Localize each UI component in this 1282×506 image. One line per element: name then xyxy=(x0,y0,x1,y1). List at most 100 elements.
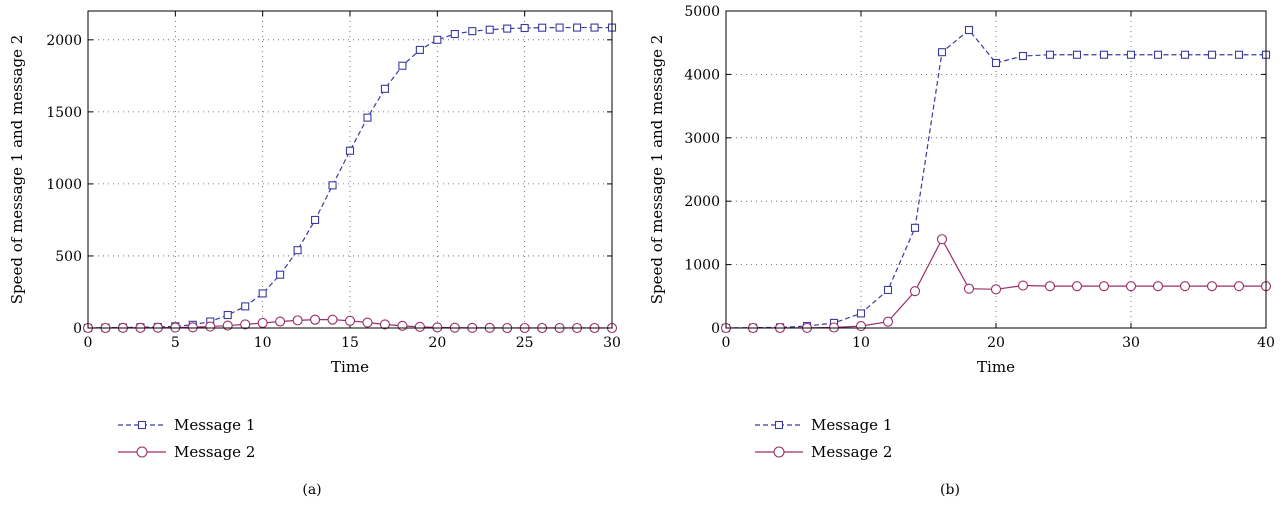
data-point-square xyxy=(538,23,547,32)
data-point-square xyxy=(590,23,599,32)
chart-panel-b: 0 10 20 30 40 0 1000 2000 3000 4000 5000 Time Speed … xyxy=(648,4,1275,498)
data-point-square xyxy=(1099,50,1109,59)
data-point-circle xyxy=(855,321,867,332)
data-point-circle xyxy=(275,316,286,327)
chart-panel-a: 0 5 10 15 20 25 30 0 500 1000 1500 2000 Time Speed of… xyxy=(8,10,621,498)
data-point-circle xyxy=(990,284,1002,295)
data-point-square xyxy=(1045,50,1055,59)
x-tick-label: 5 xyxy=(171,335,180,351)
plot-frame xyxy=(725,10,1267,329)
data-point-square xyxy=(311,215,320,224)
data-point-square xyxy=(1153,50,1163,59)
series-line-1 xyxy=(88,26,612,328)
data-point-circle xyxy=(1071,281,1083,292)
data-point-square xyxy=(520,23,529,33)
data-point-circle xyxy=(1044,281,1056,292)
data-point-circle xyxy=(310,314,321,325)
data-point-square xyxy=(555,23,564,32)
x-tick-label: 20 xyxy=(428,335,446,351)
y-tick-label: 1000 xyxy=(46,177,82,193)
y-axis-label: Speed of message 1 and message 2 xyxy=(648,35,666,305)
data-point-square xyxy=(991,58,1001,68)
legend-marker-square xyxy=(137,420,147,430)
data-point-circle xyxy=(1017,280,1029,291)
data-point-square xyxy=(363,113,372,122)
legend-marker-square xyxy=(774,420,784,430)
data-point-square xyxy=(1018,51,1028,61)
data-point-square xyxy=(485,25,494,34)
y-tick-label: 4000 xyxy=(684,67,720,83)
y-axis-label: Speed of message 1 and message 2 xyxy=(8,35,26,305)
data-point-square xyxy=(223,310,232,320)
data-point-circle xyxy=(963,283,975,294)
data-point-square xyxy=(856,309,866,318)
data-point-square xyxy=(433,35,442,44)
data-point-square xyxy=(1180,50,1190,59)
data-point-circle xyxy=(222,320,233,331)
data-point-square xyxy=(241,302,250,311)
y-tick-label: 2000 xyxy=(684,194,720,210)
data-point-circle xyxy=(936,234,948,245)
data-point-circle xyxy=(1098,281,1110,292)
panel-caption: (b) xyxy=(940,482,960,498)
data-point-circle xyxy=(432,322,443,333)
data-point-square xyxy=(276,270,285,279)
x-tick-label: 0 xyxy=(722,335,731,351)
data-point-square xyxy=(937,48,947,57)
data-point-circle xyxy=(1179,281,1191,292)
data-point-square xyxy=(415,45,424,54)
data-point-circle xyxy=(909,286,921,297)
y-tick-label: 5000 xyxy=(684,4,720,20)
data-point-square xyxy=(883,285,893,295)
data-point-square xyxy=(573,23,582,32)
y-tick-label: 2000 xyxy=(46,33,82,49)
legend-label-2: Message 2 xyxy=(811,443,892,461)
data-point-circle xyxy=(344,315,356,326)
data-point-square xyxy=(380,84,389,93)
x-tick-label: 10 xyxy=(254,335,272,351)
data-point-circle xyxy=(292,315,303,326)
data-point-circle xyxy=(1206,281,1218,292)
data-point-square xyxy=(964,25,974,35)
data-point-circle xyxy=(327,314,338,325)
panel-caption: (a) xyxy=(302,482,321,498)
x-tick-label: 20 xyxy=(987,335,1005,351)
x-axis-label: Time xyxy=(331,358,369,376)
legend-marker-circle xyxy=(136,446,148,458)
y-tick-label: 0 xyxy=(711,321,720,337)
data-point-circle xyxy=(882,316,894,327)
data-point-circle xyxy=(205,321,216,332)
data-point-circle xyxy=(1152,281,1164,292)
y-tick-label: 3000 xyxy=(684,131,720,147)
x-tick-label: 0 xyxy=(84,335,93,351)
data-point-square xyxy=(468,27,477,36)
data-point-square xyxy=(910,223,920,232)
data-point-circle xyxy=(828,322,840,333)
y-tick-label: 1500 xyxy=(46,105,82,121)
data-point-circle xyxy=(1125,281,1137,292)
data-point-square xyxy=(1207,50,1217,59)
data-point-circle xyxy=(1233,281,1245,292)
x-tick-label: 30 xyxy=(1122,335,1140,351)
x-tick-label: 40 xyxy=(1257,335,1275,351)
data-point-square xyxy=(1072,50,1082,59)
x-tick-label: 30 xyxy=(603,335,621,351)
data-point-square xyxy=(450,30,459,39)
data-point-circle xyxy=(414,321,425,332)
x-axis-label: Time xyxy=(977,358,1015,376)
x-tick-label: 10 xyxy=(852,335,870,351)
data-point-square xyxy=(328,181,337,190)
y-tick-label: 1000 xyxy=(684,258,720,274)
data-point-square xyxy=(1126,50,1136,59)
data-point-circle xyxy=(379,319,390,330)
y-tick-label: 0 xyxy=(73,321,82,337)
data-point-square xyxy=(398,61,407,70)
data-point-square xyxy=(345,146,355,155)
data-point-square xyxy=(293,246,302,255)
plot-frame xyxy=(87,10,613,329)
legend-label-1: Message 1 xyxy=(174,416,255,434)
data-point-circle xyxy=(240,319,251,330)
data-point-circle xyxy=(257,317,268,329)
legend-label-1: Message 1 xyxy=(811,416,892,434)
y-tick-label: 500 xyxy=(55,249,82,265)
